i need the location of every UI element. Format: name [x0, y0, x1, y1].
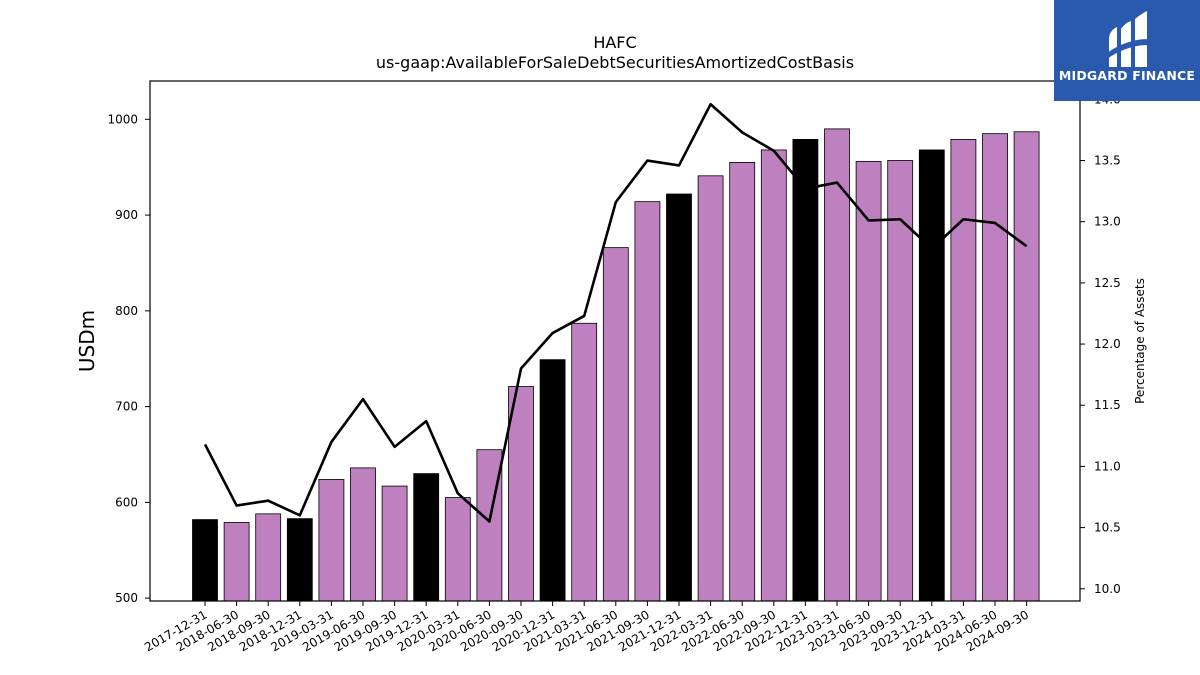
y-tick-right-label: 12.5: [1094, 276, 1121, 290]
bar-2023-06-30: [855, 161, 882, 602]
bar-2019-12-31: [413, 473, 440, 602]
y-tick-left-label: 1000: [107, 112, 138, 126]
y-tick-left-label: 700: [115, 400, 138, 414]
bar-2018-09-30: [255, 513, 282, 602]
bar-2021-12-31: [666, 193, 692, 602]
bar-2020-12-31: [539, 359, 566, 602]
y-tick-right-label: 10.0: [1094, 582, 1121, 596]
midgard-finance-logo: MIDGARD FINANCE: [1054, 0, 1200, 101]
bar-2023-12-31: [918, 149, 945, 602]
bar-2017-12-31: [192, 519, 218, 602]
bar-2021-06-30: [602, 247, 629, 602]
y-tick-right-label: 13.0: [1094, 215, 1121, 229]
bar-2020-03-31: [444, 497, 471, 602]
y-axis-label-left: USDm: [75, 310, 99, 372]
y-axis-right: 10.010.511.011.512.012.513.013.514.0: [1080, 92, 1121, 596]
bar-2024-06-30: [982, 133, 1008, 602]
bar-2019-06-30: [350, 467, 376, 602]
x-axis: 2017-12-312018-06-302018-09-302018-12-31…: [142, 601, 1031, 654]
y-tick-right-label: 12.0: [1094, 337, 1121, 351]
bar-2022-09-30: [760, 149, 787, 602]
bar-2019-03-31: [318, 478, 345, 602]
bar-2023-03-31: [824, 128, 850, 602]
bar-2022-12-31: [792, 139, 819, 602]
chart-subtitle: us-gaap:AvailableForSaleDebtSecuritiesAm…: [376, 53, 854, 72]
logo-text: MIDGARD FINANCE: [1058, 68, 1196, 83]
bar-2022-06-30: [729, 161, 756, 602]
y-tick-left-label: 500: [115, 591, 138, 605]
plot-frame: [149, 80, 1081, 602]
y-tick-right-label: 11.5: [1094, 398, 1121, 412]
midgard-logo-icon: [1107, 11, 1149, 67]
bar-2020-09-30: [508, 386, 534, 602]
bar-2019-09-30: [381, 485, 408, 602]
bar-2024-09-30: [1013, 131, 1040, 602]
bar-2018-06-30: [223, 522, 250, 602]
y-tick-left-label: 600: [115, 495, 138, 509]
y-tick-left-label: 800: [115, 304, 138, 318]
y-tick-right-label: 11.0: [1094, 459, 1121, 473]
y-tick-right-label: 13.5: [1094, 154, 1121, 168]
chart-title: HAFC: [593, 33, 636, 52]
line-group: [203, 102, 1028, 523]
bar-2018-12-31: [286, 518, 313, 602]
y-tick-left-label: 900: [115, 208, 138, 222]
percentage-of-assets-line: [203, 102, 1028, 523]
y-axis-label-right: Percentage of Assets: [1133, 278, 1147, 404]
bar-2021-09-30: [634, 201, 661, 602]
y-axis-left: 500 600 700 800 900 1000: [107, 112, 150, 605]
bar-2023-09-30: [887, 160, 914, 602]
bars-group: [192, 128, 1040, 602]
bar-2024-03-31: [950, 139, 977, 602]
bar-2021-03-31: [571, 322, 598, 602]
bar-2020-06-30: [476, 449, 503, 602]
y-tick-right-label: 10.5: [1094, 521, 1121, 535]
bar-2022-03-31: [697, 175, 724, 602]
